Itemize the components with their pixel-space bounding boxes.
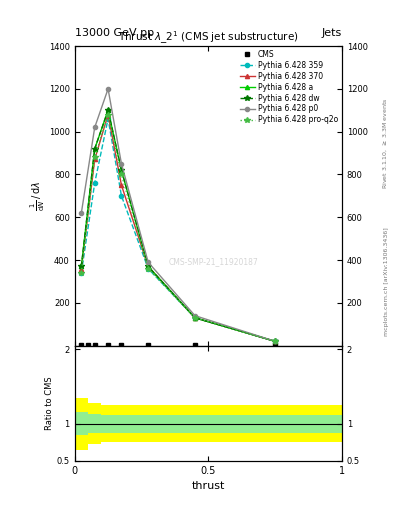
CMS [79,342,84,348]
CMS [92,342,97,348]
Pythia 6.428 359 [273,338,277,345]
Pythia 6.428 a [106,107,110,113]
Pythia 6.428 pro-q2o [92,154,97,160]
CMS [119,342,124,348]
Pythia 6.428 359 [106,116,110,122]
Text: mcplots.cern.ch [arXiv:1306.3436]: mcplots.cern.ch [arXiv:1306.3436] [384,227,389,336]
Pythia 6.428 370 [193,315,197,321]
Line: Pythia 6.428 a: Pythia 6.428 a [79,108,277,344]
Pythia 6.428 dw [92,146,97,152]
Pythia 6.428 p0 [146,259,151,265]
Line: Pythia 6.428 p0: Pythia 6.428 p0 [79,87,277,344]
Pythia 6.428 p0 [92,124,97,131]
Pythia 6.428 pro-q2o [79,270,84,276]
Text: CMS-SMP-21_11920187: CMS-SMP-21_11920187 [169,257,259,266]
Pythia 6.428 dw [106,107,110,113]
Pythia 6.428 359 [119,193,124,199]
Pythia 6.428 370 [146,263,151,269]
Pythia 6.428 p0 [119,161,124,167]
Pythia 6.428 370 [273,338,277,345]
CMS [86,342,90,348]
Legend: CMS, Pythia 6.428 359, Pythia 6.428 370, Pythia 6.428 a, Pythia 6.428 dw, Pythia: CMS, Pythia 6.428 359, Pythia 6.428 370,… [238,48,340,126]
Pythia 6.428 p0 [106,86,110,92]
Pythia 6.428 dw [273,338,277,345]
Pythia 6.428 p0 [193,312,197,318]
Pythia 6.428 p0 [273,338,277,345]
Pythia 6.428 370 [106,112,110,118]
Pythia 6.428 pro-q2o [273,338,277,345]
CMS [106,342,110,348]
Line: Pythia 6.428 pro-q2o: Pythia 6.428 pro-q2o [79,112,278,344]
Pythia 6.428 359 [92,180,97,186]
Pythia 6.428 359 [79,270,84,276]
Pythia 6.428 a [193,315,197,321]
Pythia 6.428 370 [79,266,84,272]
Line: Pythia 6.428 370: Pythia 6.428 370 [79,113,277,344]
Text: Jets: Jets [321,28,342,38]
CMS [193,342,197,348]
Pythia 6.428 dw [119,167,124,173]
Pythia 6.428 dw [146,263,151,269]
Pythia 6.428 a [146,263,151,269]
Line: Pythia 6.428 dw: Pythia 6.428 dw [79,108,278,344]
Pythia 6.428 pro-q2o [119,172,124,178]
Pythia 6.428 dw [79,263,84,269]
Y-axis label: $\frac{1}{\mathrm{d}N}\,/\,\mathrm{d}\lambda$: $\frac{1}{\mathrm{d}N}\,/\,\mathrm{d}\la… [29,181,48,211]
Pythia 6.428 pro-q2o [146,266,151,272]
Pythia 6.428 a [119,167,124,173]
Line: CMS: CMS [79,343,277,347]
Line: Pythia 6.428 359: Pythia 6.428 359 [79,117,277,344]
Text: 13000 GeV pp: 13000 GeV pp [75,28,154,38]
Pythia 6.428 359 [193,315,197,321]
Pythia 6.428 pro-q2o [106,112,110,118]
Pythia 6.428 a [92,146,97,152]
Pythia 6.428 pro-q2o [193,315,197,321]
Pythia 6.428 dw [193,315,197,321]
Text: Rivet 3.1.10, $\geq$ 3.3M events: Rivet 3.1.10, $\geq$ 3.3M events [382,98,389,189]
Pythia 6.428 370 [119,182,124,188]
Pythia 6.428 370 [92,156,97,162]
Pythia 6.428 p0 [79,210,84,216]
Pythia 6.428 a [273,338,277,345]
Pythia 6.428 a [79,263,84,269]
CMS [273,342,277,348]
Pythia 6.428 359 [146,266,151,272]
Y-axis label: Ratio to CMS: Ratio to CMS [45,376,54,430]
Title: Thrust $\lambda\_2^1$ (CMS jet substructure): Thrust $\lambda\_2^1$ (CMS jet substruct… [118,30,299,46]
X-axis label: thrust: thrust [192,481,225,491]
CMS [146,342,151,348]
